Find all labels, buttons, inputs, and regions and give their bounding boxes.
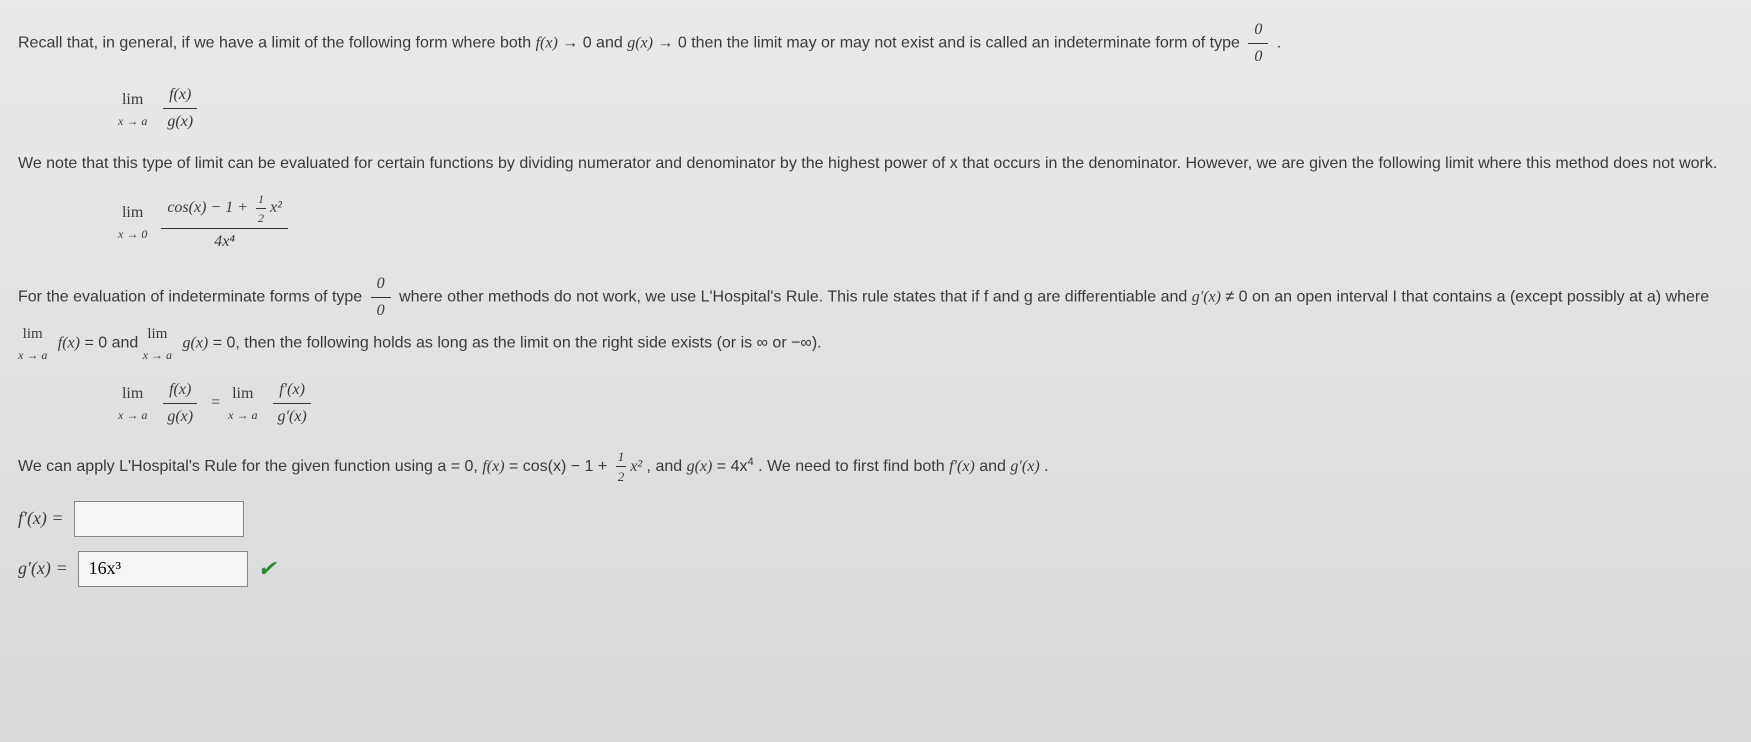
lim-inline-g-sub: x → a: [143, 346, 172, 364]
cos-part-a: cos(x) − 1 +: [167, 199, 252, 216]
math-fx-p4: f(x): [482, 458, 504, 475]
frac-fg-den: g(x): [161, 109, 199, 134]
math-limit-cos: lim x → 0 cos(x) − 1 + 1 2 x² 4x⁴: [118, 190, 1733, 254]
text-p1c: → 0 then the limit may or may not exist …: [657, 35, 1244, 52]
text-p3b: where other methods do not work, we use …: [399, 289, 1192, 306]
text-p3a: For the evaluation of indeterminate form…: [18, 289, 367, 306]
frac-fpgp-den: g′(x): [271, 404, 312, 429]
text-p1a: Recall that, in general, if we have a li…: [18, 35, 536, 52]
gprime-label: g′(x) =: [18, 555, 68, 582]
math-fx: f(x): [536, 35, 558, 52]
frac-zero-zero-2: 0 0: [371, 272, 391, 323]
paragraph-apply: We can apply L'Hospital's Rule for the g…: [18, 447, 1733, 487]
text-p1d: .: [1277, 35, 1281, 52]
xsq-p4: x²: [630, 458, 642, 475]
lim-inline-g: lim x → a: [143, 323, 172, 364]
lim-inline-f-sub: x → a: [18, 346, 47, 364]
frac-fg-num: f(x): [163, 83, 197, 109]
xsq: x²: [270, 199, 282, 216]
lim-lh-left-sub: x → a: [118, 406, 147, 424]
lim-lh-right: lim x → a: [228, 382, 257, 424]
lim-operator: lim x → a: [118, 88, 147, 130]
fprime-input[interactable]: [74, 501, 244, 537]
math-gprime: g′(x): [1192, 289, 1221, 306]
frac-num: 0: [1248, 18, 1268, 44]
equals-sign: =: [207, 394, 228, 411]
frac-fg: f(x) g(x): [161, 83, 199, 134]
checkmark-icon: ✔: [258, 552, 276, 585]
lim-inline-f-top: lim: [23, 323, 43, 346]
paragraph-intro: Recall that, in general, if we have a li…: [18, 18, 1733, 69]
frac-zero-zero: 0 0: [1248, 18, 1268, 69]
math-fprime-p4: f′(x): [949, 458, 975, 475]
text-p3d: = 0 and: [84, 334, 142, 351]
fprime-label: f′(x) =: [18, 505, 64, 532]
math-fx-inline: f(x): [58, 334, 80, 351]
half-num: 1: [256, 190, 266, 209]
answer-row-gprime: g′(x) = ✔: [18, 551, 1733, 587]
math-limit-fg: lim x → a f(x) g(x): [118, 83, 1733, 134]
frac-fg-lh-num: f(x): [163, 378, 197, 404]
frac-cos-num: cos(x) − 1 + 1 2 x²: [161, 190, 288, 229]
frac-fpgp-num: f′(x): [273, 378, 311, 404]
gprime-input[interactable]: [78, 551, 248, 587]
text-p4c: , and: [647, 458, 687, 475]
lim-word-0: lim: [122, 201, 143, 225]
sup-4: 4: [747, 455, 753, 467]
text-p3c: ≠ 0 on an open interval I that contains …: [1225, 289, 1709, 306]
text-p4g: .: [1044, 458, 1048, 475]
paragraph-lhospital: For the evaluation of indeterminate form…: [18, 272, 1733, 364]
text-p4f: and: [979, 458, 1010, 475]
lim-lh-left-top: lim: [122, 382, 143, 406]
math-gx-inline: g(x): [183, 334, 209, 351]
text-p1b: → 0 and: [562, 35, 627, 52]
answer-row-fprime: f′(x) =: [18, 501, 1733, 537]
math-gprime-p4: g′(x): [1010, 458, 1039, 475]
math-gx-p4: g(x): [687, 458, 713, 475]
frac-num-2: 0: [371, 272, 391, 298]
text-p4d: = 4x: [717, 458, 748, 475]
lim-lh-left: lim x → a: [118, 382, 147, 424]
frac-fg-lh: f(x) g(x): [161, 378, 199, 429]
frac-fg-lh-den: g(x): [161, 404, 199, 429]
math-gx: g(x): [627, 35, 653, 52]
frac-den-2: 0: [371, 298, 391, 323]
frac-cos-den: 4x⁴: [208, 229, 241, 254]
text-p4b: = cos(x) − 1 +: [509, 458, 612, 475]
lim-lh-right-top: lim: [232, 382, 253, 406]
math-lhospital-eq: lim x → a f(x) g(x) = lim x → a f′(x) g′…: [118, 378, 1733, 429]
text-p4e: . We need to first find both: [758, 458, 949, 475]
text-p4a: We can apply L'Hospital's Rule for the g…: [18, 458, 482, 475]
half-den-p4: 2: [616, 467, 627, 487]
frac-fpgp: f′(x) g′(x): [271, 378, 312, 429]
lim-sub: x → a: [118, 112, 147, 130]
half-den: 2: [256, 209, 266, 227]
frac-den: 0: [1248, 44, 1268, 69]
text-p3e: = 0, then the following holds as long as…: [213, 334, 822, 351]
lim-word: lim: [122, 88, 143, 112]
frac-half: 1 2: [256, 190, 266, 227]
half-num-p4: 1: [616, 447, 627, 468]
lim-lh-right-sub: x → a: [228, 406, 257, 424]
lim-operator-0: lim x → 0: [118, 201, 147, 243]
lim-inline-g-top: lim: [147, 323, 167, 346]
lim-sub-0: x → 0: [118, 225, 147, 243]
frac-cos: cos(x) − 1 + 1 2 x² 4x⁴: [161, 190, 288, 254]
frac-half-p4: 1 2: [616, 447, 627, 487]
paragraph-note: We note that this type of limit can be e…: [18, 152, 1733, 176]
lim-inline-f: lim x → a: [18, 323, 47, 364]
